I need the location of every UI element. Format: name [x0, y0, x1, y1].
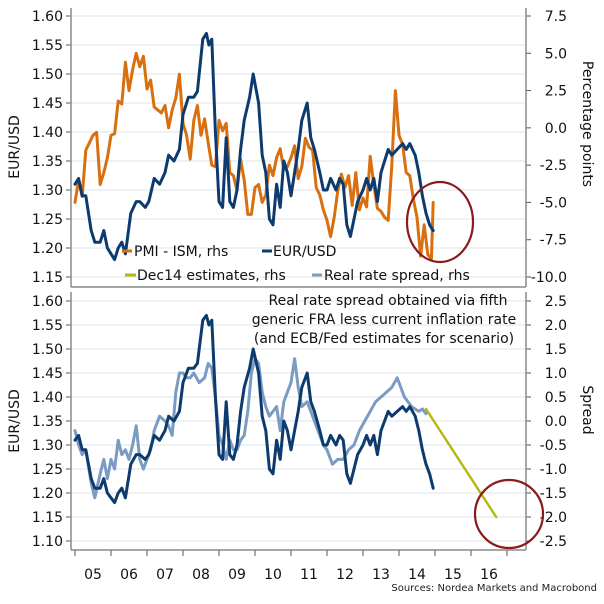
bottom-series-dec14-estimates-rhs [424, 407, 498, 519]
bottom-left-tick-label: 1.25 [32, 462, 63, 478]
note-line-3: (and ECB/Fed estimates for scenario) [254, 331, 514, 347]
top-highlight-circle [405, 180, 475, 264]
top-left-tick-label: 1.15 [32, 270, 63, 286]
top-right-tick-label: 0.0 [545, 121, 567, 137]
legend-label-dec14: Dec14 estimates, rhs [137, 268, 286, 284]
bottom-left-axis: 1.60 1.55 1.50 1.45 1.40 1.35 1.30 1.25 1.20 1.15… [32, 294, 71, 550]
bottom-left-tick-label: 1.30 [32, 438, 63, 454]
top-left-tick-label: 1.40 [32, 125, 63, 141]
note-line-2: generic FRA less current inflation rate [252, 312, 516, 328]
top-gridlines [72, 15, 525, 278]
bottom-left-tick-label: 1.20 [32, 486, 63, 502]
bottom-left-tick-label: 1.40 [32, 390, 63, 406]
bottom-right-tick-label: 0.5 [545, 390, 567, 406]
bottom-right-tick-label: -0.5 [540, 438, 567, 454]
top-right-axis: 7.5 5.0 2.5 0.0 -2.5 -5.0 -7.5 -10.0 [526, 9, 567, 286]
top-left-tick-label: 1.20 [32, 241, 63, 257]
bottom-series [73, 313, 498, 519]
x-tick-label: 05 [84, 567, 102, 583]
bottom-left-tick-label: 1.10 [32, 534, 63, 550]
x-tick-label: 11 [300, 567, 318, 583]
bottom-right-tick-label: 1.0 [545, 366, 567, 382]
top-left-axis: 1.60 1.55 1.50 1.45 1.40 1.35 1.30 1.25 1.20 1.15 [32, 9, 71, 286]
top-left-tick-label: 1.55 [32, 38, 63, 54]
x-tick-label: 08 [192, 567, 210, 583]
top-right-tick-label: -7.5 [540, 233, 567, 249]
top-series-eur-usd [73, 31, 435, 262]
bottom-highlight-circle [473, 478, 545, 550]
bottom-right-axis: 2.5 2.0 1.5 1.0 0.5 0.0 -0.5 -1.0 -1.5 -2.0 -2.5 [526, 294, 567, 550]
legend: PMI - ISM, rhs EUR/USD Dec14 estimates, … [122, 244, 470, 284]
x-tick-label: 06 [120, 567, 138, 583]
source-note: Sources: Nordea Markets and Macrobond [391, 583, 597, 594]
bottom-right-tick-label: 2.5 [545, 294, 567, 310]
bottom-left-tick-label: 1.55 [32, 318, 63, 334]
top-right-axis-title: Percentage points [579, 61, 595, 187]
legend-label-eurusd: EUR/USD [273, 244, 336, 260]
x-tick-label: 13 [372, 567, 390, 583]
bottom-left-tick-label: 1.15 [32, 510, 63, 526]
x-tick-label: 10 [264, 567, 282, 583]
x-tick-label: 12 [336, 567, 354, 583]
top-right-tick-label: 2.5 [545, 84, 567, 100]
top-left-axis-title: EUR/USD [7, 115, 23, 178]
bottom-right-tick-label: 0.0 [545, 414, 567, 430]
top-left-tick-label: 1.35 [32, 154, 63, 170]
top-right-tick-label: 7.5 [545, 9, 567, 25]
top-left-tick-label: 1.60 [32, 9, 63, 25]
legend-label-pmi: PMI - ISM, rhs [134, 244, 228, 260]
bottom-gridlines [72, 300, 525, 542]
x-tick-label: 15 [444, 567, 462, 583]
bottom-left-tick-label: 1.35 [32, 414, 63, 430]
bottom-right-tick-label: -1.0 [540, 462, 567, 478]
top-left-tick-label: 1.50 [32, 67, 63, 83]
note-line-1: Real rate spread obtained via fifth [269, 293, 508, 309]
top-series [73, 31, 435, 262]
bottom-right-axis-title: Spread [579, 385, 595, 434]
bottom-left-axis-title: EUR/USD [7, 389, 23, 452]
bottom-right-tick-label: -1.5 [540, 486, 567, 502]
top-right-tick-label: -10.0 [531, 270, 567, 286]
bottom-right-tick-label: -2.0 [540, 510, 567, 526]
top-left-tick-label: 1.45 [32, 96, 63, 112]
top-right-tick-label: -5.0 [540, 195, 567, 211]
bottom-panel: 1.60 1.55 1.50 1.45 1.40 1.35 1.30 1.25 1.20 1.15… [7, 292, 595, 583]
x-axis: 05 06 07 08 09 10 11 12 13 14 15 16 [74, 550, 508, 583]
x-tick-label: 09 [228, 567, 246, 583]
legend-label-real-rate: Real rate spread, rhs [324, 268, 470, 284]
bottom-left-tick-label: 1.60 [32, 294, 63, 310]
bottom-left-tick-label: 1.50 [32, 342, 63, 358]
bottom-series-real-rate-spread-rhs [73, 357, 428, 500]
top-left-tick-label: 1.30 [32, 183, 63, 199]
bottom-right-tick-label: 1.5 [545, 342, 567, 358]
top-left-tick-label: 1.25 [32, 212, 63, 228]
x-tick-label: 07 [156, 567, 174, 583]
bottom-right-tick-label: -2.5 [540, 534, 567, 550]
top-panel: 1.60 1.55 1.50 1.45 1.40 1.35 1.30 1.25 1.20 1.15… [7, 8, 595, 288]
bottom-right-tick-label: 2.0 [545, 318, 567, 334]
x-tick-label: 16 [480, 567, 498, 583]
bottom-left-tick-label: 1.45 [32, 366, 63, 382]
top-right-tick-label: 5.0 [545, 46, 567, 62]
x-tick-label: 14 [408, 567, 426, 583]
bottom-series-eur-usd [73, 313, 435, 505]
top-right-tick-label: -2.5 [540, 158, 567, 174]
